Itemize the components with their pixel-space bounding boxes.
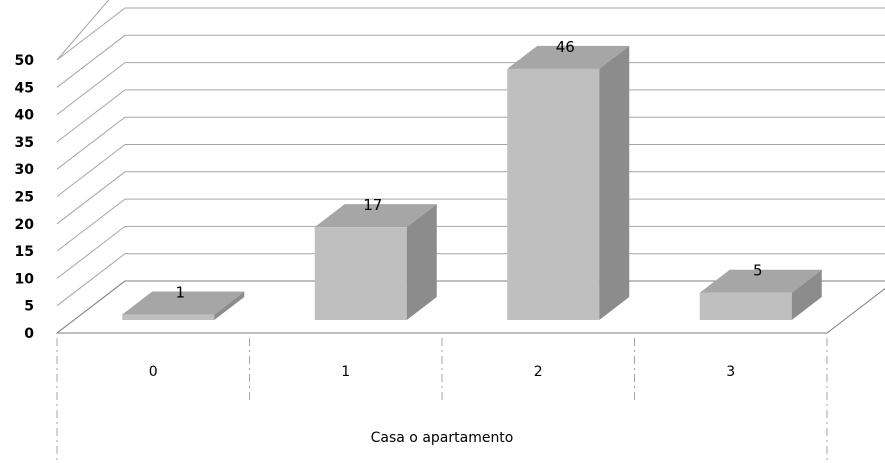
data-label-2: 46 (556, 38, 575, 56)
gridline-top-diagonal (56, 0, 110, 61)
y-tick-25: 25 (15, 190, 34, 206)
y-tick-20: 20 (15, 217, 35, 233)
gridline-35 (56, 89, 885, 143)
y-tick-0: 0 (24, 326, 34, 342)
bar-front-1 (314, 227, 407, 320)
gridline-50 (56, 7, 885, 61)
gridline-5 (56, 253, 885, 307)
y-tick-30: 30 (15, 162, 35, 178)
bar-top-2 (507, 45, 630, 69)
data-label-0: 1 (175, 284, 185, 302)
chart-floor (55, 280, 885, 334)
bar-side-0 (214, 291, 245, 320)
gridline-20 (56, 171, 885, 225)
x-category-1: 1 (341, 364, 350, 380)
bars (122, 45, 822, 321)
bar-1 (314, 204, 437, 320)
bar-side-3 (791, 269, 822, 320)
bar-0 (122, 291, 245, 320)
gridline-10 (56, 225, 885, 279)
x-category-2: 2 (534, 364, 543, 380)
bar-front-0 (122, 314, 215, 320)
y-tick-50: 50 (15, 53, 35, 69)
bar-side-1 (406, 204, 437, 320)
data-label-3: 5 (753, 262, 763, 280)
bar-side-2 (599, 45, 630, 321)
gridline-45 (56, 34, 885, 88)
y-tick-15: 15 (15, 244, 34, 260)
gridlines (56, 0, 885, 334)
x-axis-categories: 0 1 2 3 (56, 338, 828, 463)
bar-3 (699, 269, 822, 320)
bar-top-1 (314, 204, 437, 228)
y-tick-5: 5 (24, 299, 34, 315)
floor-outline (55, 280, 885, 334)
y-axis-ticks: 0 5 10 15 20 25 30 35 40 45 50 (15, 53, 35, 342)
gridline-40 (56, 62, 885, 115)
x-category-3: 3 (726, 364, 735, 380)
y-tick-10: 10 (15, 271, 35, 287)
bar-top-3 (699, 269, 822, 293)
gridline-15 (56, 198, 885, 252)
bar-front-2 (507, 68, 600, 320)
y-tick-35: 35 (15, 135, 34, 151)
data-labels: 1 17 46 5 (175, 38, 762, 302)
data-label-1: 17 (363, 196, 382, 214)
bar-top-0 (122, 291, 245, 315)
y-tick-45: 45 (15, 80, 34, 96)
x-category-0: 0 (149, 364, 158, 380)
bar-2 (507, 45, 630, 321)
gridline-25 (56, 144, 885, 197)
x-axis-title: Casa o apartamento (371, 430, 514, 446)
gridline-30 (56, 116, 885, 170)
y-tick-40: 40 (15, 108, 35, 124)
bar-front-3 (699, 292, 792, 320)
